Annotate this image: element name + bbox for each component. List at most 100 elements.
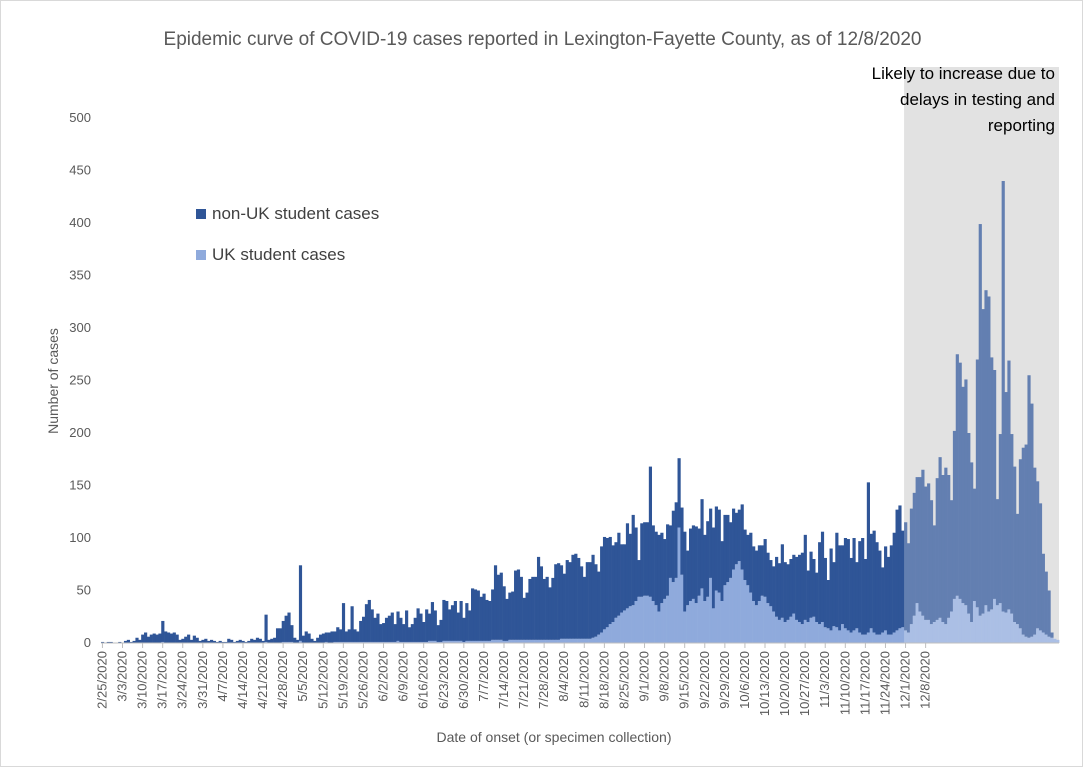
bar-non-uk-student — [783, 562, 787, 622]
bar-non-uk-student — [141, 634, 145, 643]
bar-uk-student — [772, 611, 776, 643]
bar-uk-student — [1050, 637, 1054, 643]
bar-uk-student — [654, 605, 658, 643]
bar-uk-student — [680, 574, 684, 643]
bar-non-uk-student — [250, 638, 254, 643]
bar-non-uk-student — [387, 615, 391, 642]
bar-uk-student — [1056, 639, 1060, 643]
bar-uk-student — [407, 641, 412, 643]
x-tick-label: 3/31/2020 — [195, 651, 210, 709]
bar-non-uk-student — [132, 640, 136, 643]
bar-uk-student — [548, 639, 552, 643]
bar-non-uk-student — [209, 639, 214, 643]
bar-uk-student — [459, 640, 463, 643]
bar-uk-student — [597, 634, 601, 643]
bar-uk-student — [508, 639, 512, 643]
bar-non-uk-student — [571, 554, 575, 639]
bar-non-uk-student — [952, 430, 957, 599]
bar-uk-student — [927, 619, 931, 643]
bar-uk-student — [640, 596, 644, 643]
bar-non-uk-student — [324, 632, 328, 642]
bar-uk-student — [588, 638, 592, 643]
bar-non-uk-student — [881, 567, 885, 633]
bar-non-uk-student — [204, 638, 208, 643]
bar-non-uk-student — [938, 457, 942, 618]
bar-non-uk-student — [493, 565, 498, 640]
bar-non-uk-student — [1004, 392, 1008, 613]
x-tick-label: 6/23/2020 — [436, 651, 451, 709]
bar-non-uk-student — [419, 613, 423, 642]
bar-non-uk-student — [293, 637, 297, 643]
bar-non-uk-student — [146, 636, 151, 643]
bar-non-uk-student — [846, 539, 850, 631]
bar-non-uk-student — [465, 603, 469, 641]
bar-uk-student — [565, 638, 569, 643]
bar-non-uk-student — [863, 559, 868, 635]
bar-non-uk-student — [686, 550, 690, 606]
bar-non-uk-student — [841, 545, 845, 625]
bar-uk-student — [671, 582, 675, 643]
bar-uk-student — [479, 640, 483, 643]
bar-non-uk-student — [958, 362, 962, 599]
bar-non-uk-student — [230, 639, 234, 643]
bar-uk-student — [932, 622, 936, 643]
bar-non-uk-student — [430, 602, 435, 641]
bar-uk-student — [362, 641, 366, 643]
bar-uk-student — [450, 640, 455, 643]
bar-uk-student — [987, 611, 991, 643]
shaded-overlay — [904, 67, 1059, 643]
bar-non-uk-student — [1010, 434, 1014, 614]
bar-uk-student — [660, 603, 664, 643]
bar-non-uk-student — [1033, 467, 1037, 635]
bar-uk-student — [465, 640, 469, 643]
bar-non-uk-student — [189, 639, 194, 643]
bar-uk-student — [290, 641, 294, 643]
bar-non-uk-student — [720, 541, 724, 601]
bar-uk-student — [594, 636, 598, 643]
bar-non-uk-student — [797, 554, 802, 622]
bar-non-uk-student — [562, 573, 566, 639]
bar-uk-student — [711, 608, 716, 643]
bar-non-uk-student — [892, 532, 896, 633]
bar-non-uk-student — [666, 524, 670, 596]
bar-uk-student — [657, 611, 661, 643]
bar-uk-student — [442, 640, 446, 643]
bar-non-uk-student — [843, 538, 848, 629]
bar-uk-student — [491, 639, 495, 643]
bar-non-uk-student — [359, 620, 363, 642]
bar-non-uk-student — [215, 641, 219, 643]
bar-uk-student — [743, 580, 747, 643]
bar-non-uk-student — [554, 564, 558, 640]
x-tick-label: 11/3/2020 — [817, 651, 832, 708]
bar-non-uk-student — [356, 631, 360, 642]
bar-uk-student — [886, 634, 891, 643]
bar-non-uk-student — [978, 224, 982, 616]
bar-uk-student — [436, 641, 440, 643]
bar-uk-student — [777, 619, 782, 643]
bar-non-uk-student — [545, 576, 549, 640]
bar-uk-student — [720, 601, 724, 643]
bar-non-uk-student — [1001, 181, 1005, 612]
bar-uk-student — [732, 569, 736, 643]
bar-non-uk-student — [620, 544, 624, 613]
bar-uk-student — [425, 641, 429, 643]
bar-non-uk-student — [628, 533, 632, 607]
bar-non-uk-student — [935, 478, 939, 620]
y-tick-label: 400 — [69, 215, 91, 230]
bar-uk-student — [577, 638, 581, 643]
bar-non-uk-student — [634, 527, 638, 601]
bar-non-uk-student — [436, 625, 440, 642]
bar-uk-student — [775, 616, 779, 643]
bar-uk-student — [852, 630, 856, 643]
bar-non-uk-student — [422, 622, 426, 642]
bar-non-uk-student — [786, 564, 790, 620]
bar-non-uk-student — [944, 467, 948, 625]
legend-label-uk: UK student cases — [212, 245, 346, 264]
bar-uk-student — [559, 638, 564, 643]
bar-uk-student — [620, 612, 624, 643]
bar-non-uk-student — [1018, 459, 1023, 629]
bar-non-uk-student — [565, 560, 569, 639]
bar-uk-student — [789, 616, 793, 643]
bar-non-uk-student — [972, 488, 977, 601]
bar-uk-student — [379, 641, 383, 643]
